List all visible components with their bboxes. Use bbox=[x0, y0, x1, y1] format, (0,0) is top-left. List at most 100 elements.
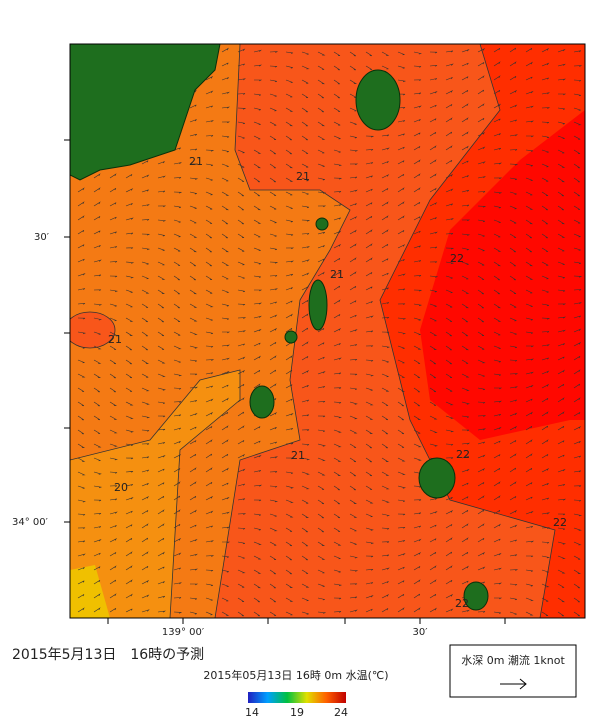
current-arrow bbox=[301, 272, 310, 277]
current-arrow bbox=[445, 104, 453, 109]
current-arrow bbox=[557, 163, 566, 168]
current-arrow bbox=[125, 608, 133, 613]
current-arrow bbox=[93, 401, 100, 407]
current-arrow bbox=[125, 303, 133, 308]
current-arrow bbox=[461, 429, 470, 432]
current-arrow bbox=[413, 92, 422, 95]
current-arrow bbox=[253, 470, 261, 473]
current-arrow bbox=[365, 513, 373, 518]
current-arrow bbox=[157, 387, 166, 391]
current-arrow bbox=[525, 247, 532, 253]
current-arrow bbox=[157, 359, 166, 364]
colorbar-tick: 14 bbox=[245, 706, 259, 719]
current-arrow bbox=[93, 187, 101, 193]
current-arrow bbox=[413, 289, 423, 292]
current-arrow bbox=[461, 401, 470, 405]
current-arrow bbox=[205, 233, 212, 239]
current-arrow bbox=[461, 233, 471, 236]
current-arrow bbox=[429, 246, 438, 249]
current-arrow bbox=[141, 331, 148, 337]
current-arrow bbox=[365, 135, 375, 138]
current-arrow bbox=[381, 594, 390, 599]
current-arrow bbox=[173, 317, 181, 322]
current-arrow bbox=[573, 191, 580, 197]
current-arrow bbox=[349, 443, 357, 448]
current-arrow bbox=[509, 539, 517, 543]
current-arrow bbox=[189, 481, 197, 487]
current-arrow bbox=[509, 119, 517, 123]
current-arrow bbox=[509, 219, 517, 224]
current-arrow bbox=[413, 216, 421, 221]
contour-label: 22 bbox=[553, 516, 567, 529]
current-arrow bbox=[253, 527, 261, 531]
current-arrow bbox=[109, 401, 118, 407]
current-arrow bbox=[509, 509, 518, 515]
current-arrow bbox=[93, 303, 103, 306]
current-arrow bbox=[461, 175, 469, 179]
current-arrow bbox=[445, 593, 454, 599]
current-arrow bbox=[381, 527, 390, 530]
current-arrow bbox=[509, 47, 517, 53]
current-arrow bbox=[205, 261, 212, 267]
current-arrow bbox=[301, 219, 311, 222]
current-arrow bbox=[93, 552, 101, 557]
current-arrow bbox=[557, 177, 566, 183]
current-arrow bbox=[173, 441, 181, 445]
current-arrow bbox=[109, 593, 117, 599]
current-arrow bbox=[173, 597, 182, 599]
current-arrow bbox=[365, 51, 372, 57]
current-arrow bbox=[557, 63, 566, 67]
current-arrow bbox=[157, 537, 165, 543]
current-arrow bbox=[541, 177, 549, 182]
current-arrow bbox=[573, 383, 581, 389]
current-arrow bbox=[317, 121, 326, 127]
current-arrow bbox=[557, 369, 565, 375]
current-arrow bbox=[317, 371, 326, 375]
current-arrow bbox=[253, 302, 262, 305]
current-arrow bbox=[109, 275, 118, 278]
current-arrow bbox=[269, 205, 277, 210]
current-arrow bbox=[381, 258, 389, 263]
current-arrow bbox=[269, 288, 278, 291]
current-arrow bbox=[253, 135, 261, 140]
current-arrow bbox=[109, 415, 118, 420]
current-arrow bbox=[413, 275, 422, 277]
current-arrow bbox=[317, 471, 326, 476]
current-arrow bbox=[525, 453, 533, 459]
current-arrow bbox=[461, 62, 469, 67]
current-arrow bbox=[141, 415, 151, 419]
current-arrow bbox=[429, 579, 437, 585]
current-arrow bbox=[205, 75, 214, 81]
current-arrow bbox=[557, 498, 567, 501]
current-arrow bbox=[381, 387, 390, 392]
current-arrow bbox=[301, 429, 310, 431]
current-arrow bbox=[125, 579, 133, 585]
current-arrow bbox=[557, 343, 565, 347]
current-arrow bbox=[381, 581, 389, 585]
current-arrow bbox=[93, 259, 102, 263]
current-arrow bbox=[205, 398, 214, 403]
current-arrow bbox=[333, 217, 341, 221]
current-arrow bbox=[141, 261, 149, 265]
current-arrow bbox=[397, 401, 404, 407]
current-arrow bbox=[509, 569, 519, 571]
sea-zone bbox=[420, 110, 585, 440]
current-arrow bbox=[541, 398, 549, 403]
current-arrow bbox=[461, 117, 469, 123]
current-arrow bbox=[253, 383, 261, 389]
current-arrow bbox=[461, 551, 469, 557]
current-arrow bbox=[141, 566, 149, 571]
current-arrow bbox=[429, 387, 437, 393]
current-arrow bbox=[525, 90, 534, 95]
current-arrow bbox=[141, 594, 150, 599]
current-arrow bbox=[173, 147, 181, 151]
current-arrow bbox=[333, 121, 341, 126]
current-arrow bbox=[573, 485, 582, 487]
current-arrow bbox=[333, 415, 342, 419]
current-arrow bbox=[317, 107, 324, 113]
current-arrow bbox=[429, 65, 438, 67]
current-arrow bbox=[221, 425, 229, 431]
current-arrow bbox=[237, 527, 246, 530]
current-arrow bbox=[221, 411, 229, 417]
current-arrow bbox=[237, 611, 244, 617]
